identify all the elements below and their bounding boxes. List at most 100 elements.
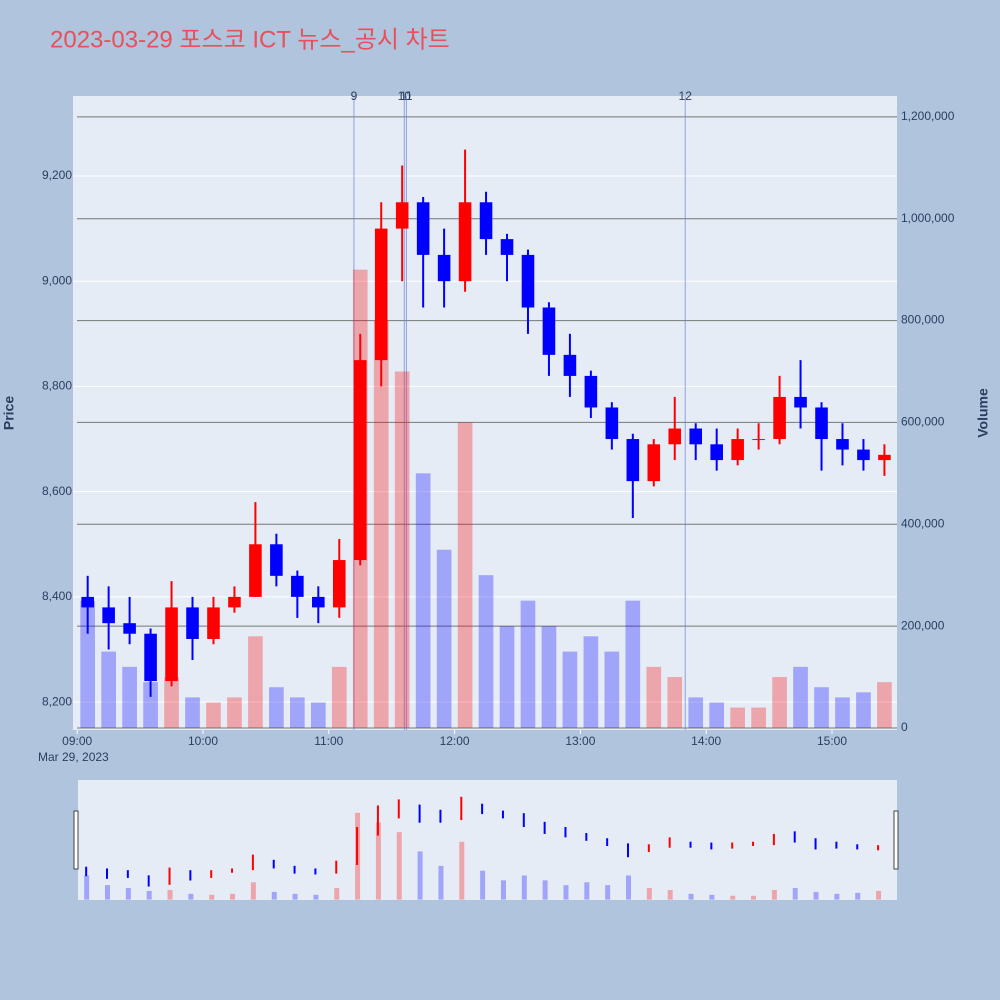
mini-volume-bar	[167, 889, 173, 900]
volume-bar	[310, 702, 326, 728]
y2-tick-label: 600,000	[901, 415, 945, 429]
volume-bar	[143, 682, 158, 728]
y-tick-label: 8,200	[42, 694, 72, 708]
mini-volume-bar	[646, 888, 652, 900]
mini-volume-bar	[751, 895, 757, 900]
mini-volume-bar	[146, 890, 152, 900]
x-tick-label: 10:00	[188, 734, 218, 748]
mini-volume-bar	[626, 875, 631, 900]
mini-volume-bar	[313, 894, 319, 900]
candle-body	[458, 202, 472, 282]
volume-bar	[814, 687, 829, 728]
volume-bar	[478, 575, 494, 728]
candle-body	[353, 360, 367, 561]
mini-volume-bar	[813, 891, 819, 900]
candle-body	[102, 607, 115, 624]
volume-bar	[667, 677, 683, 728]
candle-body	[563, 354, 577, 376]
mini-volume-bar	[438, 865, 444, 900]
candle-body	[270, 544, 283, 576]
mini-volume-bar	[584, 882, 590, 900]
candle-body	[416, 202, 430, 255]
mini-volume-bar	[125, 888, 131, 900]
y-tick-label: 9,000	[42, 273, 72, 287]
y2-tick-label: 1,200,000	[901, 109, 955, 123]
y2-tick-label: 200,000	[901, 618, 945, 632]
volume-bar	[122, 666, 137, 728]
range-slider[interactable]	[78, 780, 897, 900]
candle-body	[647, 444, 661, 482]
x-tick-label: 13:00	[565, 734, 595, 748]
candle-body	[395, 202, 409, 229]
mini-volume-bar	[334, 888, 340, 900]
candle-body	[668, 428, 682, 445]
mini-volume-bar	[459, 841, 465, 900]
candle-body	[605, 407, 619, 440]
annotation-label: 10	[398, 89, 412, 103]
volume-bar	[394, 371, 410, 728]
volume-bar	[415, 473, 431, 728]
candle-body	[815, 407, 828, 440]
mini-volume-bar	[188, 893, 194, 900]
y2-axis-title: Volume	[975, 388, 991, 438]
volume-bar	[709, 702, 725, 728]
candle-body	[752, 439, 765, 441]
volume-bar	[227, 697, 242, 728]
mini-volume-bar	[417, 851, 423, 900]
candle-body	[291, 575, 304, 597]
volume-bar	[248, 636, 263, 728]
volume-bar	[541, 626, 557, 728]
mini-volume-bar	[292, 893, 298, 900]
y-tick-label: 8,800	[42, 379, 72, 393]
candle-body	[479, 202, 493, 240]
mini-volume-bar	[876, 890, 882, 900]
y2-tick-label: 0	[901, 720, 908, 734]
candle-body	[521, 254, 535, 308]
candle-body	[165, 607, 178, 682]
candle-body	[81, 596, 94, 608]
volume-bar	[646, 666, 662, 728]
candle-body	[773, 396, 786, 440]
mini-volume-bar	[271, 891, 277, 900]
annotation-label: 9	[351, 89, 358, 103]
slider-handle[interactable]	[893, 810, 899, 870]
volume-bar	[625, 600, 641, 728]
annotation-label: 11	[400, 89, 413, 103]
annotation-label: 12	[679, 89, 693, 103]
mini-volume-bar	[375, 822, 381, 900]
candle-body	[144, 633, 157, 682]
candle-body	[857, 449, 870, 461]
candle-body	[689, 428, 703, 445]
volume-bar	[730, 707, 745, 728]
volume-bar	[688, 697, 704, 728]
volume-bar	[520, 600, 536, 728]
candle-body	[374, 228, 388, 361]
volume-bar	[373, 320, 389, 728]
candle-body	[228, 596, 241, 608]
y-tick-label: 8,600	[42, 484, 72, 498]
candle-body	[626, 439, 640, 482]
candle-body	[731, 439, 744, 461]
x-tick-label: 11:00	[314, 734, 343, 748]
candle-body	[584, 375, 598, 408]
volume-bar	[793, 666, 808, 728]
candle-body	[437, 254, 451, 282]
mini-volume-bar	[230, 893, 236, 900]
x-tick-label: 15:00	[817, 734, 847, 748]
mini-volume-bar	[605, 885, 611, 900]
mini-volume-bar	[667, 889, 673, 900]
candle-body	[710, 444, 723, 461]
date-label: Mar 29, 2023	[38, 750, 109, 764]
volume-bar	[751, 707, 766, 728]
volume-bar	[185, 697, 200, 728]
candle-body	[249, 544, 262, 597]
mini-volume-bar	[730, 895, 736, 900]
y-axis-title: Price	[1, 396, 17, 430]
slider-handle[interactable]	[73, 810, 79, 870]
x-tick-label: 09:00	[62, 734, 92, 748]
y2-tick-label: 800,000	[901, 313, 945, 327]
mini-volume-bar	[563, 885, 569, 900]
candle-body	[794, 396, 807, 408]
volume-bar	[499, 626, 515, 728]
x-tick-label: 12:00	[440, 734, 470, 748]
